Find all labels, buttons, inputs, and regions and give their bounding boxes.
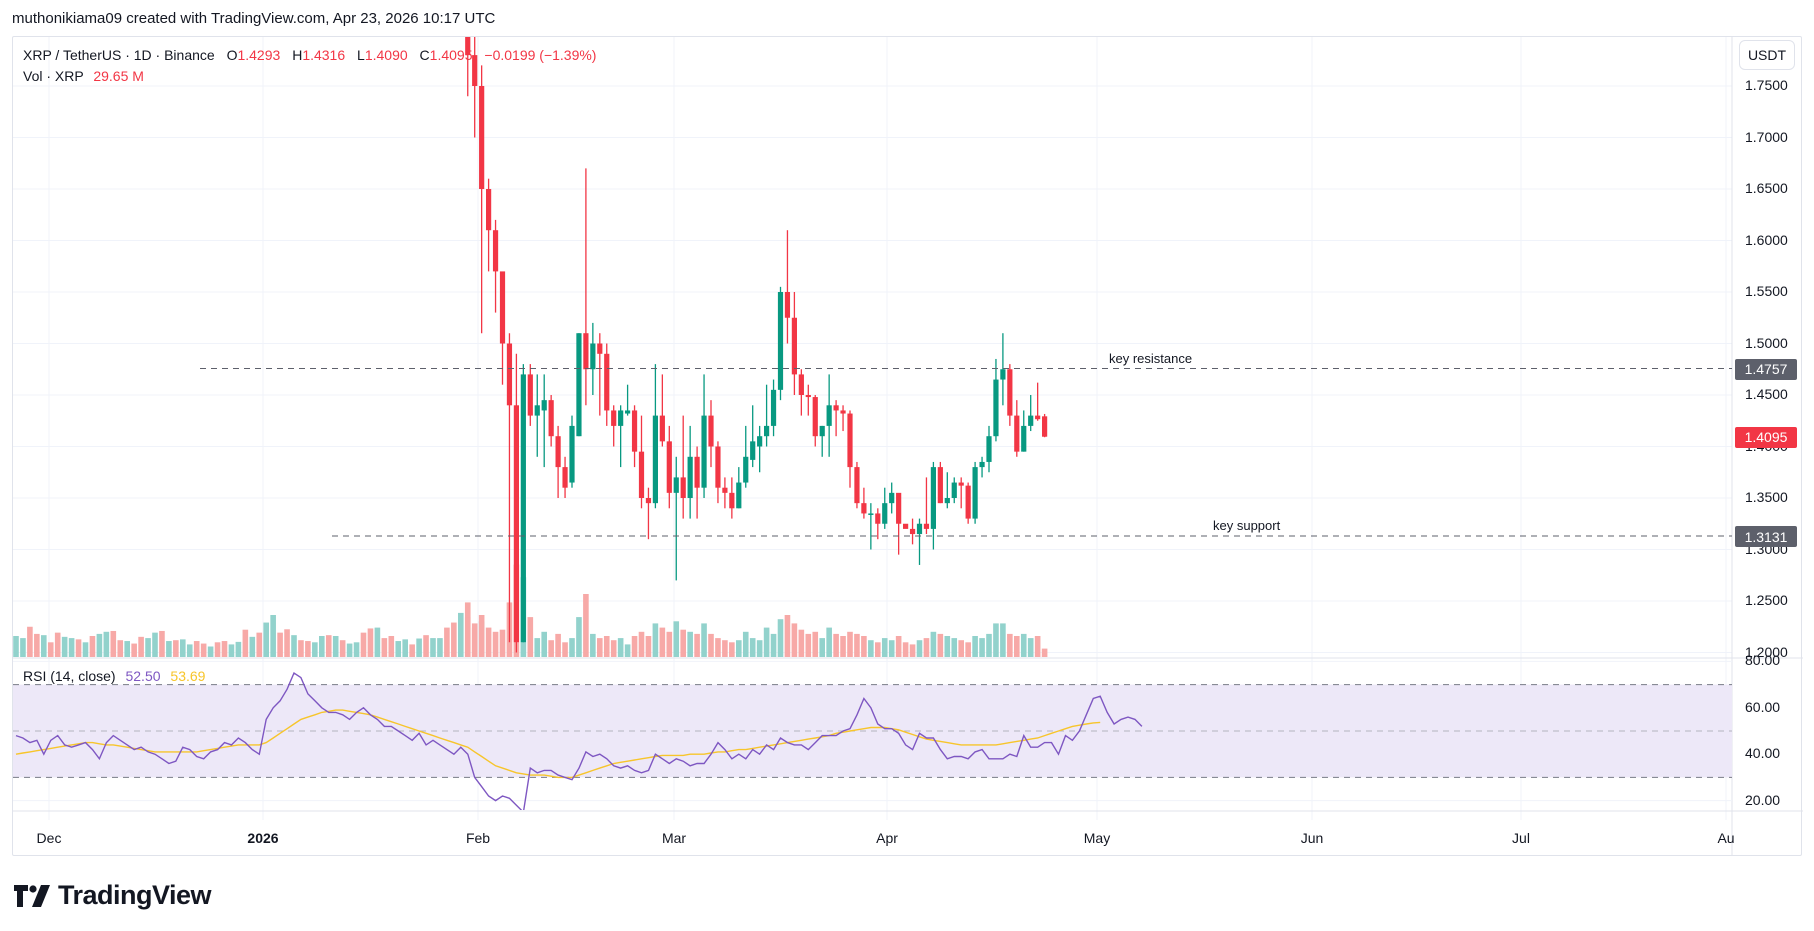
price-tick: 1.4500 xyxy=(1745,386,1788,402)
time-tick: Mar xyxy=(661,830,687,846)
low-label: L xyxy=(357,47,365,63)
price-tag: 1.3131 xyxy=(1735,526,1797,547)
rsi-value: 52.50 xyxy=(125,668,161,684)
rsi-indicator-name[interactable]: RSI (14, close) xyxy=(23,668,116,684)
close-label: C xyxy=(419,47,430,63)
price-tag: 1.4095 xyxy=(1735,426,1797,448)
low-value: 1.4090 xyxy=(364,47,408,63)
time-tick: Feb xyxy=(465,830,491,846)
time-tick: Jun xyxy=(1300,830,1324,846)
time-tick: 2026 xyxy=(247,830,279,846)
price-tick: 1.2500 xyxy=(1745,592,1788,608)
annotation-label[interactable]: key resistance xyxy=(1109,350,1193,366)
annotation-label[interactable]: key support xyxy=(1213,518,1281,533)
rsi-legend: RSI (14, close) 52.50 53.69 xyxy=(23,668,205,684)
currency-button[interactable]: USDT xyxy=(1739,40,1795,70)
time-tick: Apr xyxy=(876,830,898,846)
rsi-tick: 60.00 xyxy=(1745,698,1781,715)
price-tag: 1.4757 xyxy=(1735,358,1797,380)
price-tick: 1.5000 xyxy=(1745,334,1788,351)
price-tick: 1.6000 xyxy=(1745,231,1788,248)
price-tick: 1.2000 xyxy=(1745,643,1788,660)
time-tick: Jul xyxy=(1512,830,1530,846)
time-tick: Dec xyxy=(36,830,62,846)
price-tick: 1.7500 xyxy=(1745,77,1788,93)
price-tick: 1.7000 xyxy=(1745,128,1788,145)
open-label: O xyxy=(226,47,238,63)
tradingview-logo[interactable]: TradingView xyxy=(14,880,212,911)
rsi-ma-value: 53.69 xyxy=(170,668,206,684)
symbol-legend: XRP / TetherUS · 1D · Binance O1.4293 H1… xyxy=(23,45,596,87)
price-tick: 1.5500 xyxy=(1745,283,1788,299)
price-tick: 1.3500 xyxy=(1745,489,1788,505)
chart-credit: muthonikiama09 created with TradingView.… xyxy=(12,10,496,27)
time-tick: May xyxy=(1083,830,1111,846)
time-tick: Au xyxy=(1717,830,1735,846)
symbol-name[interactable]: XRP / TetherUS · 1D · Binance xyxy=(23,47,215,63)
volume-label[interactable]: Vol · XRP xyxy=(23,68,84,84)
ohlc-row: XRP / TetherUS · 1D · Binance O1.4293 H1… xyxy=(23,45,596,66)
price-pane[interactable] xyxy=(13,0,1048,657)
tradingview-logo-icon xyxy=(14,884,50,907)
volume-value: 29.65 M xyxy=(93,68,144,84)
open-value: 1.4293 xyxy=(237,47,281,63)
price-tick: 1.6500 xyxy=(1745,180,1788,196)
tradingview-logo-text: TradingView xyxy=(58,880,212,910)
rsi-tick: 20.00 xyxy=(1745,791,1781,808)
volume-row: Vol · XRP 29.65 M xyxy=(23,66,596,87)
change-value: −0.0199 (−1.39%) xyxy=(484,47,597,63)
rsi-tick: 80.00 xyxy=(1745,652,1781,669)
close-value: 1.4095 xyxy=(429,47,473,63)
high-value: 1.4316 xyxy=(302,47,346,63)
rsi-pane[interactable] xyxy=(15,671,1143,812)
high-label: H xyxy=(292,47,303,63)
chart-frame xyxy=(12,36,1802,856)
rsi-tick: 40.00 xyxy=(1745,745,1781,762)
